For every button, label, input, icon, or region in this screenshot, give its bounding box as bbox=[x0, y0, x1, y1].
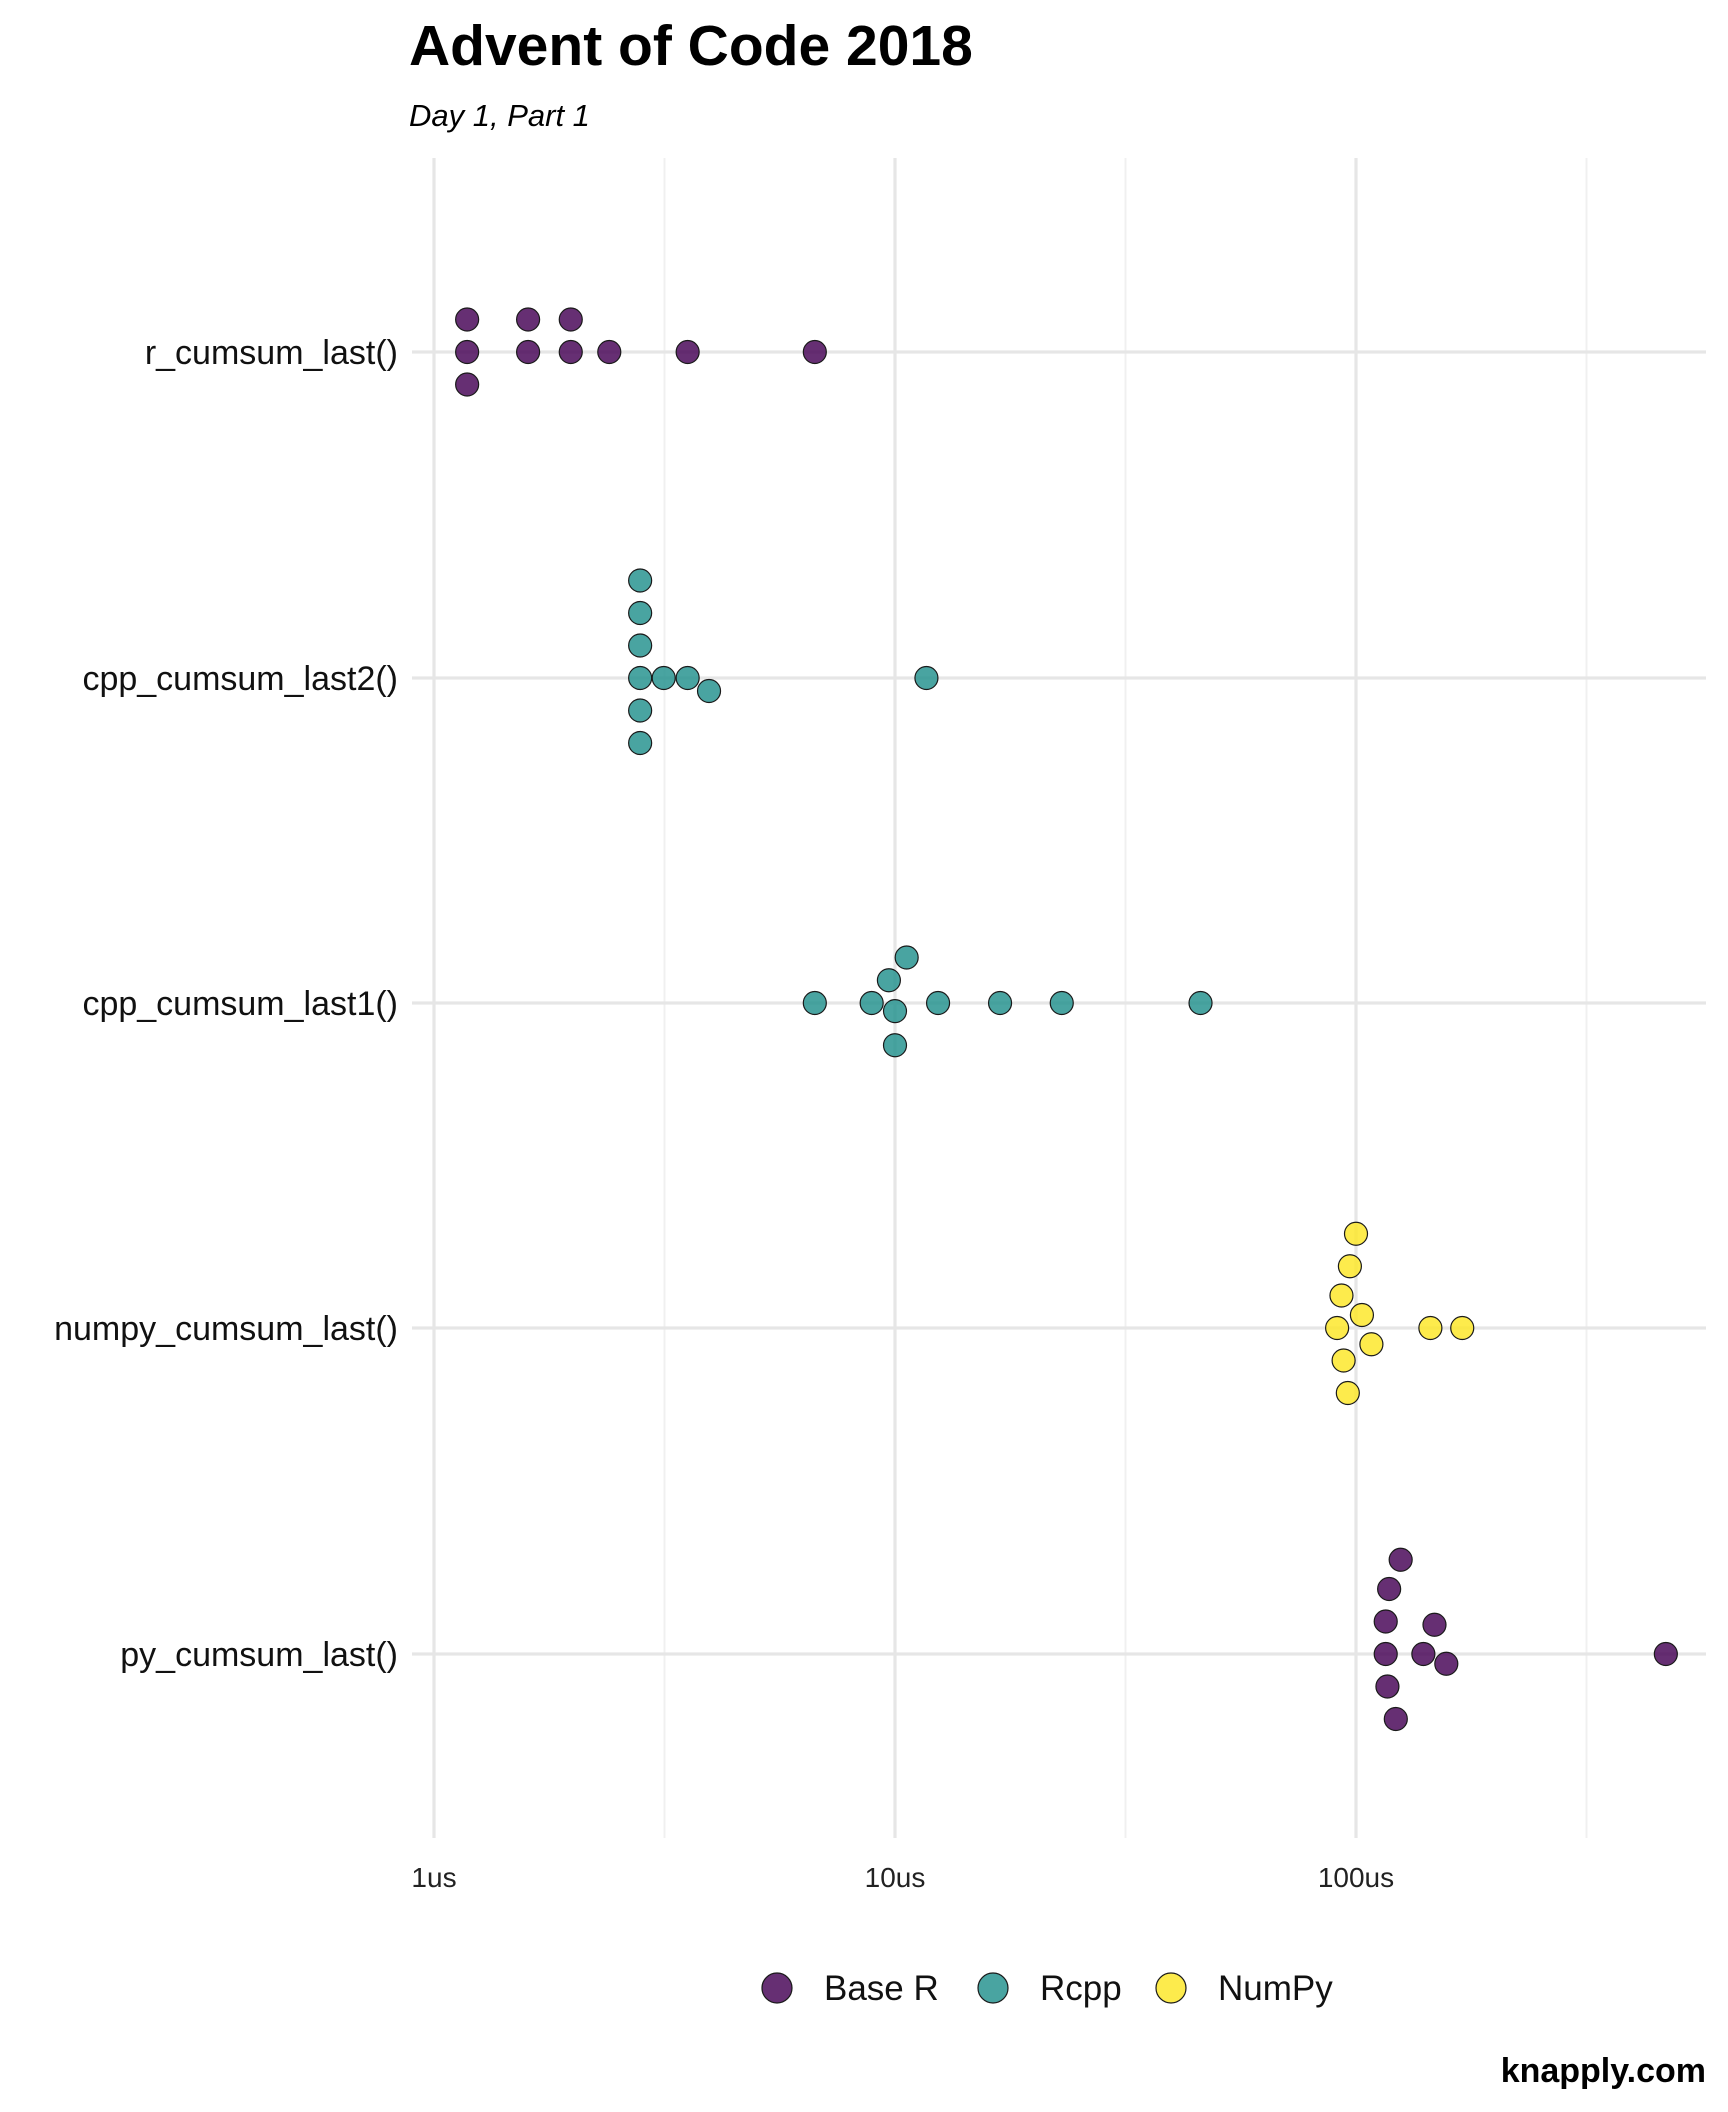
point-py-cumsum-last bbox=[1423, 1613, 1446, 1636]
y-label-numpy-cumsum-last: numpy_cumsum_last() bbox=[54, 1310, 398, 1348]
point-cpp-cumsum-last2 bbox=[652, 667, 675, 690]
point-cpp-cumsum-last2 bbox=[676, 667, 699, 690]
point-cpp-cumsum-last2 bbox=[629, 732, 652, 755]
point-cpp-cumsum-last2 bbox=[629, 602, 652, 625]
point-py-cumsum-last bbox=[1654, 1643, 1677, 1666]
y-label-r-cumsum-last: r_cumsum_last() bbox=[145, 334, 398, 372]
point-numpy-cumsum-last bbox=[1330, 1284, 1353, 1307]
legend-swatch-rcpp bbox=[978, 1973, 1008, 2003]
point-numpy-cumsum-last bbox=[1419, 1317, 1442, 1340]
point-r-cumsum-last bbox=[598, 341, 621, 364]
point-cpp-cumsum-last1 bbox=[895, 946, 918, 969]
point-numpy-cumsum-last bbox=[1336, 1382, 1359, 1405]
point-cpp-cumsum-last1 bbox=[884, 1034, 907, 1057]
point-py-cumsum-last bbox=[1389, 1548, 1412, 1571]
point-r-cumsum-last bbox=[456, 341, 479, 364]
point-numpy-cumsum-last bbox=[1360, 1333, 1383, 1356]
data-points bbox=[456, 308, 1678, 1731]
point-r-cumsum-last bbox=[456, 308, 479, 331]
point-cpp-cumsum-last1 bbox=[1189, 992, 1212, 1015]
x-tick-10us: 10us bbox=[865, 1862, 926, 1893]
point-cpp-cumsum-last1 bbox=[803, 992, 826, 1015]
point-cpp-cumsum-last1 bbox=[927, 992, 950, 1015]
chart-caption: knapply.com bbox=[1501, 2052, 1706, 2090]
x-tick-100us: 100us bbox=[1318, 1862, 1394, 1893]
point-numpy-cumsum-last bbox=[1350, 1304, 1373, 1327]
point-cpp-cumsum-last2 bbox=[629, 634, 652, 657]
point-cpp-cumsum-last2 bbox=[629, 699, 652, 722]
chart-title: Advent of Code 2018 bbox=[409, 14, 973, 78]
point-cpp-cumsum-last1 bbox=[877, 969, 900, 992]
y-label-py-cumsum-last: py_cumsum_last() bbox=[120, 1636, 398, 1674]
point-numpy-cumsum-last bbox=[1326, 1317, 1349, 1340]
point-r-cumsum-last bbox=[803, 341, 826, 364]
point-py-cumsum-last bbox=[1378, 1578, 1401, 1601]
point-r-cumsum-last bbox=[456, 373, 479, 396]
point-cpp-cumsum-last2 bbox=[698, 680, 721, 703]
point-numpy-cumsum-last bbox=[1451, 1317, 1474, 1340]
x-tick-1us: 1us bbox=[411, 1862, 456, 1893]
y-label-cpp-cumsum-last2: cpp_cumsum_last2() bbox=[82, 660, 398, 698]
point-py-cumsum-last bbox=[1374, 1610, 1397, 1633]
point-py-cumsum-last bbox=[1435, 1652, 1458, 1675]
point-py-cumsum-last bbox=[1374, 1643, 1397, 1666]
point-py-cumsum-last bbox=[1384, 1708, 1407, 1731]
point-r-cumsum-last bbox=[559, 308, 582, 331]
point-cpp-cumsum-last2 bbox=[629, 667, 652, 690]
y-label-cpp-cumsum-last1: cpp_cumsum_last1() bbox=[82, 985, 398, 1023]
point-cpp-cumsum-last1 bbox=[884, 1000, 907, 1023]
point-r-cumsum-last bbox=[517, 308, 540, 331]
point-cpp-cumsum-last1 bbox=[1050, 992, 1073, 1015]
point-cpp-cumsum-last1 bbox=[989, 992, 1012, 1015]
legend-swatch-numpy bbox=[1156, 1973, 1186, 2003]
point-r-cumsum-last bbox=[559, 341, 582, 364]
y-axis-labels: r_cumsum_last() cpp_cumsum_last2() cpp_cum… bbox=[54, 334, 398, 1674]
x-axis-ticks: 1us 10us 100us bbox=[411, 1862, 1394, 1893]
legend-swatch-base-r bbox=[762, 1973, 792, 2003]
legend-label-rcpp: Rcpp bbox=[1040, 1969, 1122, 2008]
point-numpy-cumsum-last bbox=[1332, 1349, 1355, 1372]
legend: Base R Rcpp NumPy bbox=[762, 1969, 1333, 2008]
point-numpy-cumsum-last bbox=[1345, 1222, 1368, 1245]
chart-subtitle: Day 1, Part 1 bbox=[409, 98, 590, 133]
point-py-cumsum-last bbox=[1376, 1675, 1399, 1698]
point-cpp-cumsum-last1 bbox=[860, 992, 883, 1015]
point-numpy-cumsum-last bbox=[1338, 1255, 1361, 1278]
point-r-cumsum-last bbox=[517, 341, 540, 364]
point-r-cumsum-last bbox=[676, 341, 699, 364]
point-py-cumsum-last bbox=[1412, 1643, 1435, 1666]
legend-label-base-r: Base R bbox=[824, 1969, 939, 2008]
point-cpp-cumsum-last2 bbox=[915, 667, 938, 690]
point-cpp-cumsum-last2 bbox=[629, 569, 652, 592]
legend-label-numpy: NumPy bbox=[1218, 1969, 1333, 2008]
